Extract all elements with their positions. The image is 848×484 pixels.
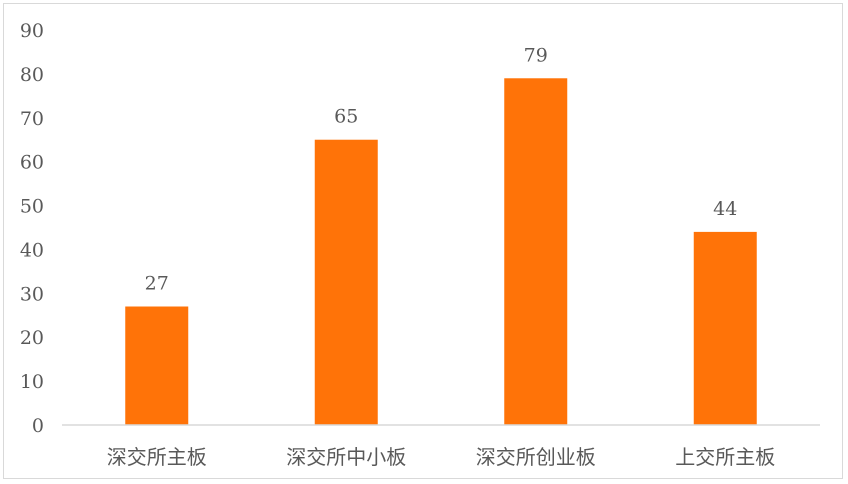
data-label: 44: [713, 198, 737, 220]
data-label: 65: [334, 106, 358, 128]
x-tick-label: 深交所中小板: [286, 445, 406, 469]
y-tick-label: 90: [20, 20, 44, 42]
y-tick-label: 70: [20, 108, 44, 130]
y-tick-label: 0: [32, 415, 44, 437]
y-tick-label: 20: [20, 327, 44, 349]
y-tick-label: 60: [20, 152, 44, 174]
x-tick-label: 深交所主板: [107, 445, 207, 469]
x-tick-label: 上交所主板: [675, 445, 775, 469]
bar: [125, 306, 189, 425]
y-tick-label: 30: [20, 283, 44, 305]
y-tick-label: 50: [20, 196, 44, 218]
x-tick-label: 深交所创业板: [476, 445, 596, 469]
bar: [314, 139, 378, 425]
y-tick-label: 80: [20, 64, 44, 86]
data-label: 27: [145, 273, 169, 295]
y-tick-label: 40: [20, 239, 44, 261]
bar: [504, 78, 568, 426]
bar: [693, 231, 757, 425]
data-label: 79: [524, 44, 548, 66]
y-tick-label: 10: [20, 371, 44, 393]
